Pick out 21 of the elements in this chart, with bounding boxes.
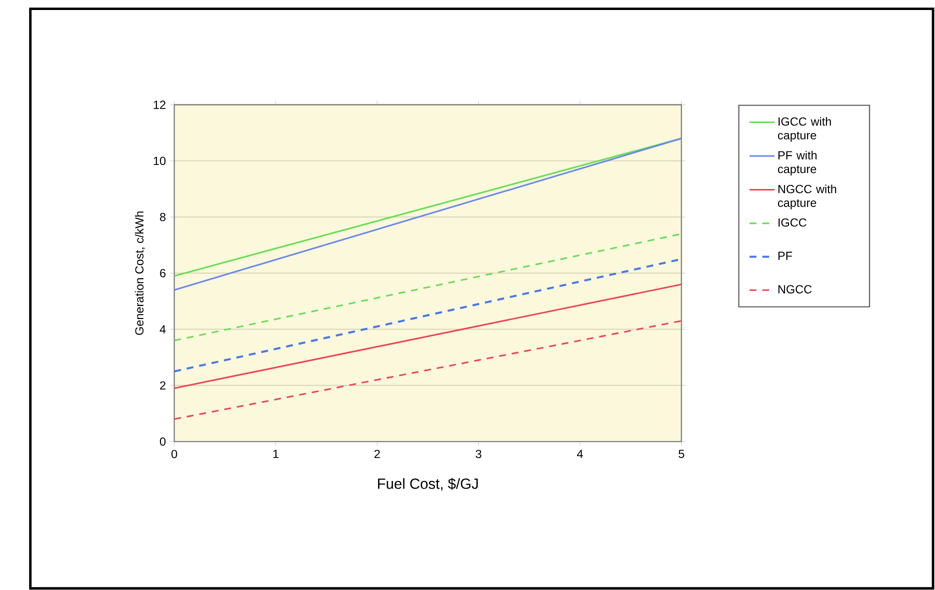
y-tick-label: 2 bbox=[160, 381, 166, 390]
y-tick-label: 4 bbox=[160, 325, 166, 334]
x-tick-label: 1 bbox=[273, 450, 278, 458]
legend-label: NGCC bbox=[778, 284, 812, 294]
x-tick-label: 3 bbox=[476, 450, 482, 458]
legend-label: PF bbox=[778, 252, 792, 260]
legend-label: IGCC bbox=[778, 218, 806, 227]
y-tick-label: 8 bbox=[160, 212, 166, 222]
x-tick-label: 4 bbox=[577, 450, 583, 458]
x-axis-title: Fuel Cost, $/GJ bbox=[378, 478, 478, 490]
x-tick-label: 2 bbox=[374, 450, 380, 458]
y-axis-title: Generation Cost, c/kWh bbox=[134, 211, 145, 335]
y-tick-label: 10 bbox=[154, 156, 166, 165]
x-tick-label: 0 bbox=[171, 450, 178, 458]
x-tick-label: 5 bbox=[678, 450, 684, 458]
legend-label: PF with capture bbox=[778, 150, 817, 176]
y-tick-label: 6 bbox=[160, 268, 166, 278]
legend-label: NGCC with capture bbox=[778, 184, 836, 210]
y-tick-label: 12 bbox=[154, 100, 166, 109]
legend-label: IGCC with capture bbox=[778, 116, 831, 142]
y-tick-label: 0 bbox=[160, 437, 166, 446]
